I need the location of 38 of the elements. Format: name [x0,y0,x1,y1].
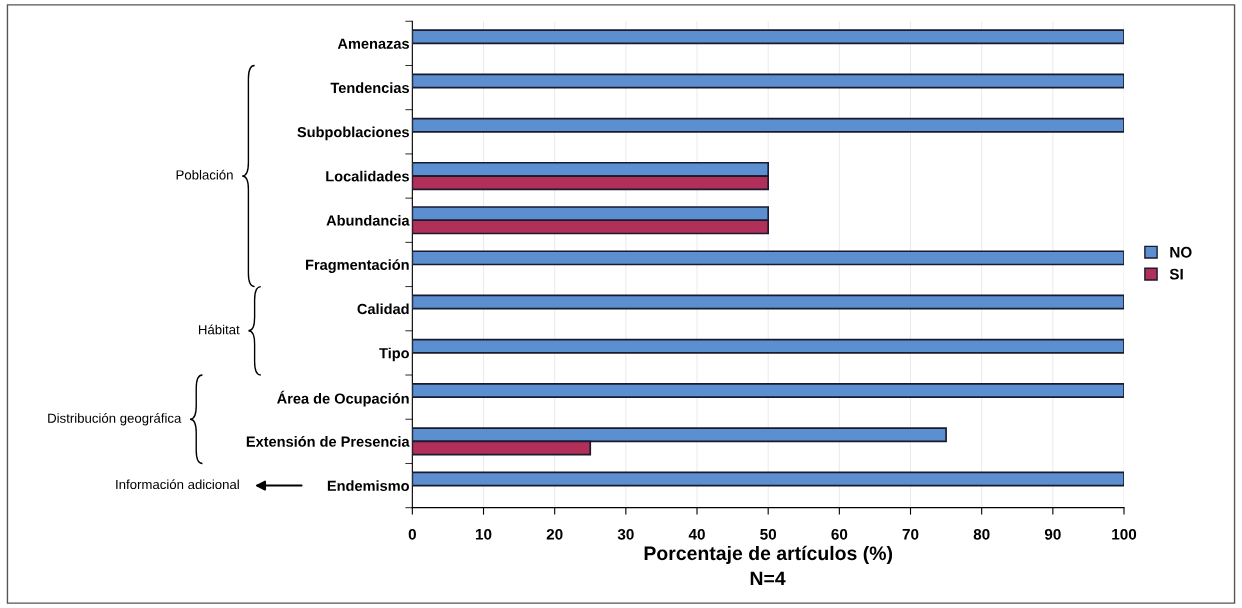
x-tick-label: 20 [546,528,563,540]
y-tick-label: Fragmentación [306,259,409,273]
y-tick-label: Subpoblaciones [297,126,409,141]
x-tick-label: 60 [831,528,848,540]
bar [412,294,1125,310]
x-tick-label: 0 [408,528,416,540]
bar [412,250,1125,266]
bar [412,117,1125,133]
x-tick-label: 40 [688,528,705,540]
y-tick-label: Tendencias [330,82,409,94]
y-tick-label: Amenazas [337,38,409,49]
text: Distribución geográfica [48,413,182,426]
text: N=4 [750,571,786,586]
bar [412,73,1125,89]
x-tick-label: 50 [760,528,777,540]
y-tick-label: Endemismo [327,480,409,491]
x-tick-label: 70 [902,528,919,540]
y-tick-label: Tipo [379,347,409,362]
legend-label: NO [1170,246,1192,258]
legend-label: SI [1169,268,1183,280]
bar [412,471,1125,487]
x-tick-label: 90 [1044,528,1061,540]
text: Población [176,169,233,180]
text: Información adicional [116,479,239,490]
x-axis-title: Porcentaje de artículos (%) [644,545,893,565]
x-tick-label: 30 [617,528,634,540]
x-tick-label: 80 [973,528,990,540]
y-tick-label: Localidades [326,170,409,182]
bar [412,383,1125,398]
bar [412,338,1125,354]
x-tick-label: 100 [1112,528,1137,540]
y-tick-label: Área de Ocupación [277,390,409,407]
text: Hábitat [198,324,240,335]
y-tick-label: Calidad [357,303,409,315]
x-tick-label: 10 [475,528,492,540]
y-tick-label: Abundancia [326,214,410,226]
bar [412,29,1125,45]
y-tick-label: Extensión de Presencia [246,435,410,447]
